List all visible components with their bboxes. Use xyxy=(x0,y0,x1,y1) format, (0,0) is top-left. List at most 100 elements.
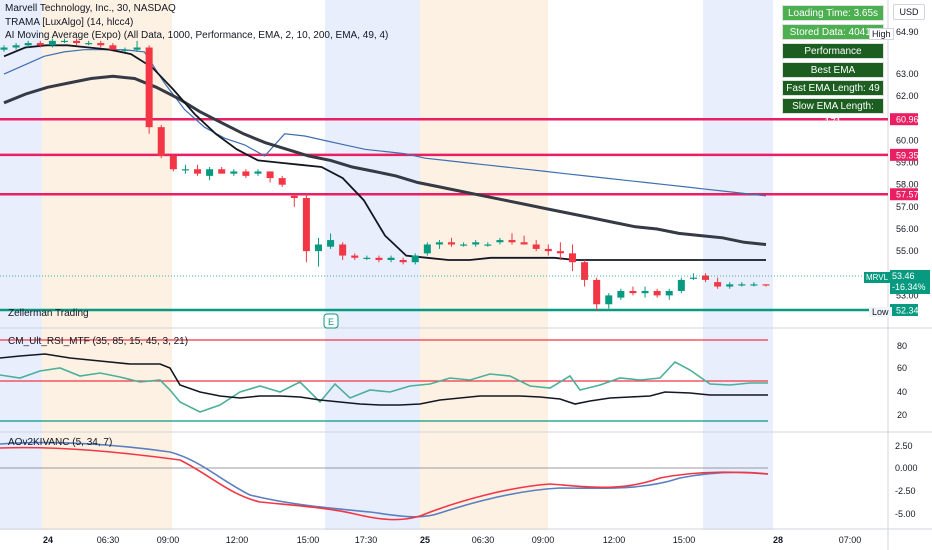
candle-body xyxy=(0,47,8,50)
indicator-trama-legend[interactable]: TRAMA [LuxAlgo] (14, hlcc4) xyxy=(5,17,134,28)
candle-body xyxy=(266,171,274,179)
candle-body xyxy=(145,47,153,128)
rsi-tick-label: 20 xyxy=(897,410,907,420)
candle-body xyxy=(278,178,286,185)
candle-body xyxy=(194,169,202,174)
candle-body xyxy=(726,284,734,287)
time-tick-label: 28 xyxy=(773,535,783,545)
zellerman-label: Zellerman Trading xyxy=(8,308,89,319)
session-band-blue xyxy=(325,0,420,530)
candle-body xyxy=(230,171,238,174)
performance-header: Performance xyxy=(782,43,884,59)
candle-body xyxy=(85,43,93,45)
ema-fast-line xyxy=(3,44,766,261)
candle-body xyxy=(544,248,552,252)
time-tick-label: 15:00 xyxy=(297,535,320,545)
candles xyxy=(0,38,770,311)
candle-body xyxy=(387,257,395,260)
ao-title[interactable]: AOv2KIVANC (5, 34, 7) xyxy=(8,437,113,448)
candle-body xyxy=(460,244,468,246)
price-tick-label: 57.00 xyxy=(896,202,919,212)
rsi-tick-label: 40 xyxy=(897,387,907,397)
level-tag-label: 59.35 xyxy=(896,150,919,160)
candle-body xyxy=(399,259,407,263)
loading-time-badge: Loading Time: 3.65s xyxy=(782,5,884,21)
level-tag-bg xyxy=(890,148,918,161)
candle-body xyxy=(363,257,371,259)
ao-pane xyxy=(0,441,769,521)
last-price-tag: 53.46 -16.34% xyxy=(890,270,930,294)
candle-body xyxy=(556,251,564,254)
session-band-blue xyxy=(703,0,773,530)
rsi-signal-line xyxy=(0,353,768,406)
candle-body xyxy=(593,279,601,305)
candle-body xyxy=(24,43,32,46)
candle-body xyxy=(351,255,359,258)
price-tick-label: 55.00 xyxy=(896,246,919,256)
candle-body xyxy=(121,49,129,51)
candle-body xyxy=(48,40,56,46)
candle-body xyxy=(750,284,758,286)
indicator-ai-ma-legend[interactable]: AI Moving Average (Expo) (All Data, 1000… xyxy=(5,30,389,41)
level-tag-bg xyxy=(890,304,918,317)
candle-body xyxy=(157,127,165,156)
price-tick-label: 56.00 xyxy=(896,224,919,234)
candle-body xyxy=(496,240,504,243)
candle-body xyxy=(327,240,335,247)
candle-body xyxy=(508,240,516,243)
currency-button[interactable]: USD xyxy=(893,4,925,20)
time-tick-label: 09:00 xyxy=(532,535,555,545)
price-tick-label: 58.00 xyxy=(896,180,919,190)
candle-body xyxy=(206,169,214,176)
candle-body xyxy=(290,195,298,199)
candle-body xyxy=(314,244,322,252)
candle-body xyxy=(448,242,456,245)
best-ema-header: Best EMA Combination xyxy=(782,62,884,92)
time-axis[interactable]: 24 06:30 09:00 12:00 15:00 17:30 25 06:30 09:00 1… xyxy=(43,535,861,545)
candle-body xyxy=(568,253,576,263)
candle-body xyxy=(689,277,697,279)
high-label: High xyxy=(869,28,894,40)
price-tick-label: 64.90 xyxy=(896,27,919,37)
ao-tick-label: -5.00 xyxy=(895,509,916,519)
chart-title[interactable]: Marvell Technology, Inc., 30, NASDAQ xyxy=(5,3,176,14)
candle-body xyxy=(133,47,141,50)
level-tag-bg xyxy=(890,113,918,126)
last-price-value: 53.46 xyxy=(892,271,915,281)
symbol-tag: MRVL xyxy=(864,272,891,283)
candle-body xyxy=(641,290,649,294)
ao-tick-label: -2.50 xyxy=(895,486,916,496)
candle-body xyxy=(169,155,177,170)
candle-body xyxy=(617,290,625,298)
earnings-marker[interactable]: E xyxy=(323,313,339,329)
candle-body xyxy=(339,244,347,256)
ao-red-line xyxy=(0,446,769,521)
candle-body xyxy=(423,244,431,254)
time-tick-label: 24 xyxy=(43,535,53,545)
candle-body xyxy=(181,169,189,171)
price-tick-label: 53.00 xyxy=(896,290,919,300)
ema-fast-polyline xyxy=(3,44,766,261)
time-tick-label: 06:30 xyxy=(472,535,495,545)
session-band-blue xyxy=(0,0,42,530)
time-tick-label: 09:00 xyxy=(157,535,180,545)
rsi-tick-label: 80 xyxy=(897,341,907,351)
candle-body xyxy=(302,198,310,252)
ema-slow-line xyxy=(3,74,767,246)
time-tick-label: 15:00 xyxy=(673,535,696,545)
time-tick-label: 06:30 xyxy=(97,535,120,545)
candle-body xyxy=(242,171,250,176)
ao-tick-label: 2.50 xyxy=(895,441,913,451)
trama-polyline xyxy=(3,49,767,197)
price-tick-label: 60.00 xyxy=(896,135,919,145)
candle-body xyxy=(702,275,710,280)
candle-body xyxy=(254,171,262,174)
level-tag-label: 60.96 xyxy=(896,115,919,125)
time-tick-label: 07:00 xyxy=(839,535,862,545)
last-price-change: -16.34% xyxy=(892,282,926,292)
candle-body xyxy=(36,43,44,46)
time-tick-label: 25 xyxy=(420,535,430,545)
candle-body xyxy=(605,295,613,305)
rsi-title[interactable]: CM_Ult_RSI_MTF (35, 85, 15, 45, 3, 21) xyxy=(8,336,189,347)
